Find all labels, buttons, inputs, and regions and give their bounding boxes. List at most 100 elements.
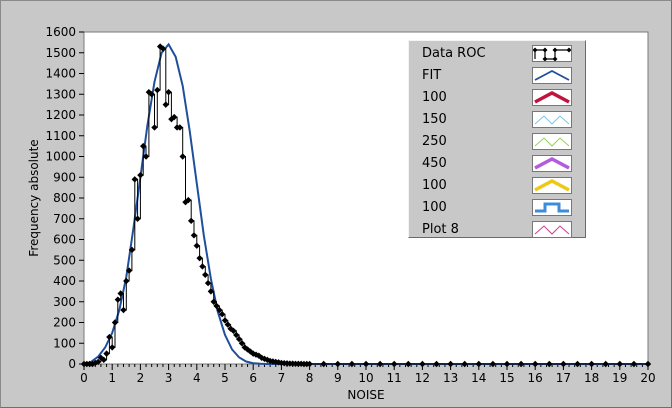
data-roc-point (123, 277, 130, 285)
data-roc-point (154, 86, 161, 94)
y-tick-label: 0 (68, 357, 76, 371)
legend-swatch (532, 133, 572, 150)
legend-marker (533, 47, 538, 53)
legend-entry[interactable]: 450 (409, 153, 585, 175)
y-tick-label: 100 (53, 336, 76, 350)
legend-swatch (532, 89, 572, 106)
data-roc-point (489, 360, 497, 368)
data-roc-point (97, 354, 105, 361)
x-tick-label: 6 (249, 371, 257, 385)
data-roc-point (238, 340, 246, 347)
legend-line (534, 69, 570, 81)
y-tick-label: 1400 (45, 67, 76, 81)
legend-entry[interactable]: 100 (409, 175, 585, 197)
data-roc-point (165, 88, 172, 96)
y-tick-label: 200 (53, 316, 76, 330)
y-tick-label: 1100 (45, 129, 76, 143)
data-roc-point (616, 360, 623, 368)
data-roc-point (137, 171, 144, 179)
x-tick-label: 19 (612, 371, 627, 385)
data-roc-point (187, 217, 195, 225)
y-tick-label: 1200 (45, 108, 76, 122)
data-roc-point (179, 153, 186, 160)
data-roc-point (176, 124, 184, 131)
y-tick-label: 1000 (45, 150, 76, 164)
data-roc-point (162, 101, 169, 108)
data-roc-point (103, 350, 110, 357)
data-roc-point (433, 360, 440, 368)
data-roc-point (230, 327, 237, 334)
x-tick-label: 18 (584, 371, 599, 385)
data-roc-point (106, 333, 113, 341)
legend-label: 100 (422, 200, 447, 215)
plot-legend[interactable]: Data ROC FIT 100 150 250 450 100 100 Plot 8 (408, 40, 586, 238)
legend-line (534, 137, 570, 147)
y-tick-label: 1500 (45, 46, 76, 60)
legend-line (534, 225, 570, 235)
data-roc-point (517, 360, 525, 368)
data-roc-point (602, 360, 609, 368)
legend-label: 450 (422, 156, 447, 171)
x-tick-label: 8 (306, 371, 314, 385)
legend-entry[interactable]: 150 (409, 109, 585, 131)
data-roc-point (190, 232, 198, 239)
legend-entry[interactable]: Data ROC (409, 43, 585, 65)
data-roc-point (193, 242, 200, 249)
y-tick-label: 1600 (45, 25, 76, 39)
data-roc-point (224, 321, 232, 328)
x-tick-label: 1 (108, 371, 116, 385)
data-roc-point (532, 360, 539, 368)
x-tick-label: 16 (528, 371, 543, 385)
y-tick-label: 400 (53, 274, 76, 288)
x-tick-label: 12 (415, 371, 430, 385)
legend-entry[interactable]: Plot 8 (409, 219, 585, 241)
data-roc-point (109, 344, 116, 351)
legend-entry[interactable]: 100 (409, 87, 585, 109)
data-roc-point (140, 142, 147, 150)
x-axis-title: NOISE (347, 388, 384, 402)
data-roc-point (171, 113, 178, 121)
x-tick-label: 17 (556, 371, 571, 385)
data-roc-point (546, 360, 553, 368)
data-roc-point (218, 311, 226, 318)
x-tick-label: 0 (80, 371, 88, 385)
data-roc-point (111, 319, 119, 326)
data-roc-point (117, 290, 124, 297)
legend-label: Data ROC (422, 46, 486, 61)
data-roc-point (114, 296, 122, 303)
data-roc-point (461, 360, 468, 368)
legend-entry[interactable]: 100 (409, 197, 585, 219)
data-roc-point (306, 360, 313, 368)
legend-line (534, 49, 569, 60)
data-roc-point (94, 358, 102, 366)
legend-swatch (532, 45, 572, 62)
data-roc-point (560, 360, 567, 368)
legend-line (534, 115, 570, 125)
data-roc-point (120, 306, 127, 314)
data-roc-point (151, 124, 158, 131)
data-roc-point (199, 263, 206, 270)
x-tick-label: 7 (278, 371, 286, 385)
legend-marker (542, 47, 548, 53)
x-tick-label: 20 (640, 371, 655, 385)
data-roc-point (503, 360, 511, 368)
x-tick-label: 5 (221, 371, 229, 385)
x-tick-label: 3 (165, 371, 173, 385)
x-tick-label: 4 (193, 371, 201, 385)
data-roc-point (89, 360, 96, 368)
data-roc-point (588, 360, 595, 368)
legend-line (534, 157, 570, 170)
data-roc-point (196, 254, 203, 262)
legend-entry[interactable]: 250 (409, 131, 585, 153)
legend-label: 100 (422, 178, 447, 193)
data-roc-point (204, 279, 212, 287)
x-tick-label: 2 (137, 371, 145, 385)
y-tick-label: 1300 (45, 87, 76, 101)
data-roc-point (125, 267, 133, 274)
data-roc-point (376, 360, 384, 368)
x-tick-label: 14 (471, 371, 486, 385)
data-roc-point (148, 91, 155, 98)
data-roc-point (320, 360, 327, 368)
x-tick-label: 15 (499, 371, 514, 385)
legend-entry[interactable]: FIT (409, 65, 585, 87)
